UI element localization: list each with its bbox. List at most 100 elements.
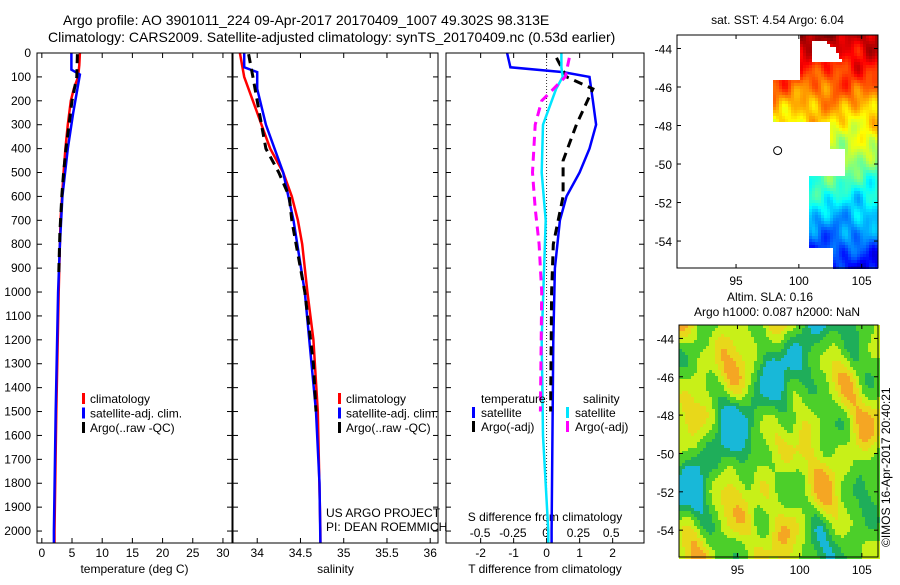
map-cell — [697, 454, 700, 457]
map-cell — [787, 370, 790, 373]
map-cell — [860, 194, 863, 197]
map-cell — [806, 83, 809, 86]
map-cell — [773, 86, 776, 89]
map-cell — [812, 179, 815, 182]
map-cell — [718, 538, 721, 541]
map-cell — [703, 523, 706, 526]
map-cell — [769, 358, 772, 361]
map-cell — [863, 254, 866, 257]
map-cell — [709, 427, 712, 430]
map-cell — [688, 496, 691, 499]
map-cell — [733, 496, 736, 499]
map-cell — [739, 460, 742, 463]
map-cell — [682, 487, 685, 490]
map-cell — [833, 224, 836, 227]
map-cell — [751, 445, 754, 448]
map-cell — [821, 98, 824, 101]
map-cell — [869, 152, 872, 155]
map-cell — [778, 541, 781, 544]
map-cell — [721, 373, 724, 376]
map-cell — [772, 472, 775, 475]
map-cell — [694, 364, 697, 367]
map-cell — [730, 550, 733, 553]
map-cell — [703, 415, 706, 418]
map-cell — [781, 460, 784, 463]
map-cell — [827, 104, 830, 107]
map-cell — [703, 517, 706, 520]
map-cell — [748, 400, 751, 403]
map-cell — [869, 218, 872, 221]
map-cell — [742, 508, 745, 511]
map-cell — [824, 119, 827, 122]
map-cell — [842, 65, 845, 68]
map-cell — [815, 245, 818, 248]
map-cell — [727, 481, 730, 484]
map-cell — [712, 370, 715, 373]
map-cell — [769, 427, 772, 430]
map-cell — [778, 346, 781, 349]
map-cell — [778, 463, 781, 466]
map-cell — [739, 457, 742, 460]
map-cell — [815, 188, 818, 191]
map-cell — [842, 107, 845, 110]
map-cell — [757, 436, 760, 439]
map-cell — [824, 233, 827, 236]
map-cell — [742, 352, 745, 355]
map-cell — [685, 472, 688, 475]
map-cell — [712, 436, 715, 439]
lon-tick-label: 105 — [852, 274, 872, 288]
map-cell — [688, 349, 691, 352]
map-cell — [715, 394, 718, 397]
map-cell — [866, 200, 869, 203]
map-cell — [760, 538, 763, 541]
map-cell — [721, 445, 724, 448]
map-cell — [860, 242, 863, 245]
map-cell — [818, 206, 821, 209]
map-cell — [824, 116, 827, 119]
map-cell — [784, 505, 787, 508]
map-cell — [842, 56, 845, 59]
map-cell — [839, 239, 842, 242]
map-cell — [724, 553, 727, 556]
map-cell — [833, 125, 836, 128]
map-cell — [691, 373, 694, 376]
map-cell — [836, 185, 839, 188]
map-cell — [842, 98, 845, 101]
map-cell — [748, 508, 751, 511]
map-cell — [697, 529, 700, 532]
map-cell — [712, 457, 715, 460]
map-cell — [727, 388, 730, 391]
map-cell — [736, 490, 739, 493]
map-cell — [751, 430, 754, 433]
series-t-argo-adj- — [551, 58, 593, 412]
map-cell — [848, 260, 851, 263]
map-cell — [754, 490, 757, 493]
map-cell — [842, 257, 845, 260]
map-cell — [757, 409, 760, 412]
map-cell — [751, 373, 754, 376]
map-cell — [739, 550, 742, 553]
map-cell — [860, 134, 863, 137]
map-cell — [830, 41, 833, 44]
map-cell — [697, 526, 700, 529]
map-cell — [700, 460, 703, 463]
map-cell — [839, 119, 842, 122]
map-cell — [739, 454, 742, 457]
map-cell — [754, 487, 757, 490]
map-cell — [809, 62, 812, 65]
map-cell — [766, 442, 769, 445]
map-cell — [779, 119, 782, 122]
map-cell — [751, 403, 754, 406]
map-cell — [839, 113, 842, 116]
map-cell — [733, 391, 736, 394]
map-cell — [724, 454, 727, 457]
map-cell — [784, 355, 787, 358]
map-cell — [772, 427, 775, 430]
map-cell — [682, 385, 685, 388]
map-cell — [782, 113, 785, 116]
map-cell — [872, 254, 875, 257]
map-cell — [718, 400, 721, 403]
map-cell — [757, 472, 760, 475]
map-cell — [751, 400, 754, 403]
map-cell — [809, 119, 812, 122]
